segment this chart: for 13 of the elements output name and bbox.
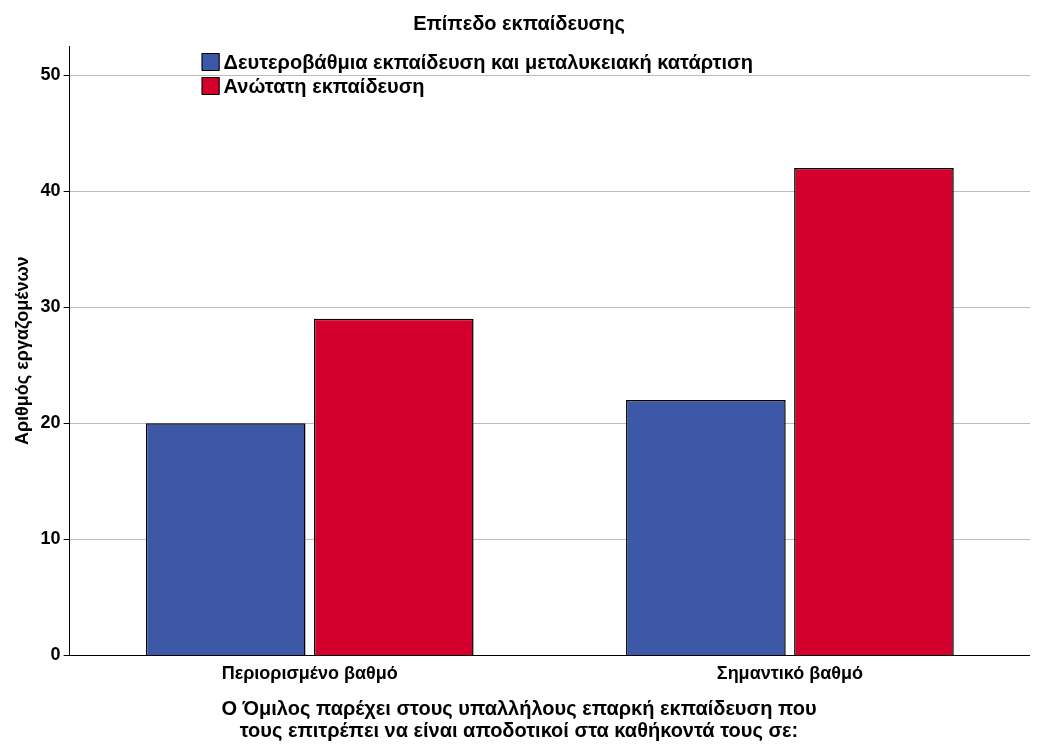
y-tick-label: 50	[40, 63, 61, 84]
y-axis-title: Αριθμός εργαζομένων	[11, 256, 33, 446]
legend-label: Δευτεροβάθμια εκπαίδευση και μεταλυκειακή κατάρτιση	[223, 50, 753, 73]
x-axis-title: Ο Όμιλος παρέχει στους υπαλλήλους επαρκή εκπαίδευση που τους επιτρέπει να είναι αποδοτικοί στα καθήκοντά τους σε:	[220, 697, 818, 741]
y-tick-label: 30	[40, 296, 61, 317]
legend-label: Ανώτατη εκπαίδευση	[223, 74, 425, 97]
legend-title: Επίπεδο εκπαίδευσης	[413, 11, 625, 34]
y-tick-label: 0	[50, 644, 61, 665]
y-tick-label: 20	[40, 412, 61, 433]
x-tick-label: Περιορισμένο βαθμό	[221, 663, 398, 684]
y-tick-label: 10	[40, 528, 61, 549]
y-tick-label: 40	[40, 180, 61, 201]
x-tick-label: Σημαντικό βαθμό	[716, 663, 863, 684]
